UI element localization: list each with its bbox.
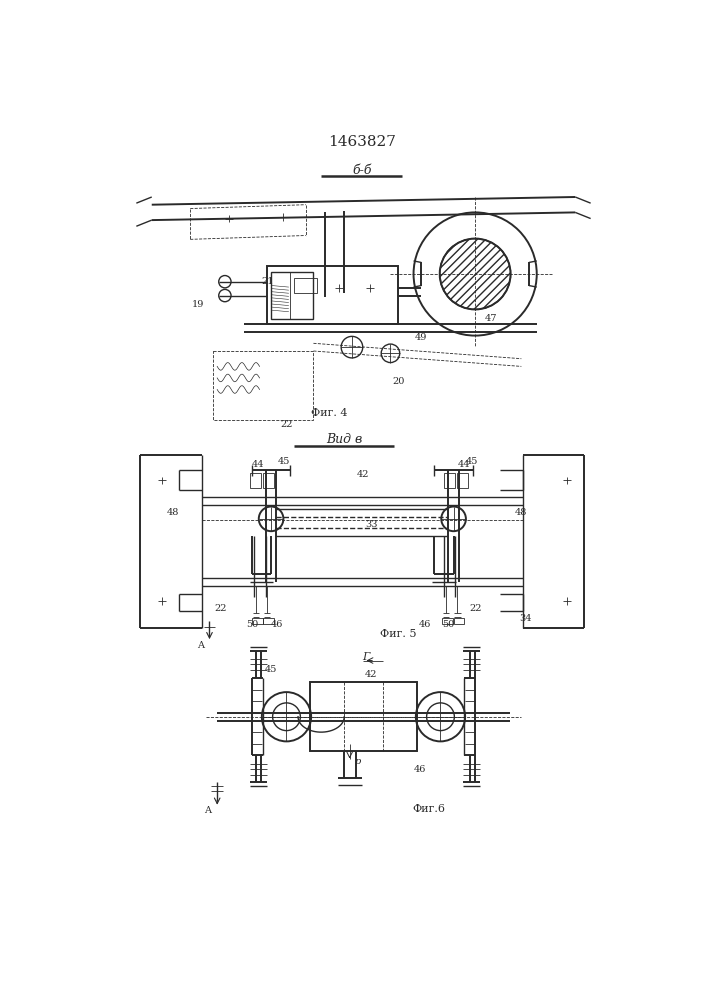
Text: 48: 48: [167, 508, 180, 517]
Text: 46: 46: [270, 620, 283, 629]
Bar: [250, 473, 261, 488]
Text: р: р: [355, 757, 361, 766]
Text: б-б: б-б: [352, 164, 372, 177]
Bar: [264, 473, 274, 488]
Text: 45: 45: [466, 457, 478, 466]
Text: 22: 22: [469, 604, 481, 613]
Text: 1463827: 1463827: [328, 135, 396, 149]
Text: 19: 19: [192, 300, 204, 309]
Bar: [457, 473, 468, 488]
Bar: [444, 473, 455, 488]
Text: 50: 50: [442, 620, 455, 629]
Text: A: A: [197, 641, 204, 650]
Bar: [264, 618, 274, 624]
Text: 50: 50: [246, 620, 258, 629]
Bar: [271, 272, 313, 319]
Bar: [294, 278, 317, 293]
Bar: [252, 618, 262, 624]
Bar: [442, 618, 452, 624]
Text: 47: 47: [484, 314, 497, 323]
Text: 20: 20: [392, 377, 404, 386]
Text: 48: 48: [515, 508, 527, 517]
Bar: [310, 682, 417, 751]
Text: 46: 46: [419, 620, 431, 629]
Text: Фиг. 5: Фиг. 5: [380, 629, 416, 639]
Bar: [454, 618, 464, 624]
Text: 44: 44: [458, 460, 471, 469]
Text: Фиг. 4: Фиг. 4: [310, 408, 347, 418]
Text: Г: Г: [362, 652, 370, 662]
Text: 22: 22: [215, 604, 227, 613]
Text: 22: 22: [280, 420, 293, 429]
Text: 49: 49: [415, 333, 428, 342]
Text: 42: 42: [365, 670, 378, 679]
Bar: [214, 351, 313, 420]
Text: 45: 45: [265, 665, 277, 674]
Text: Вид в: Вид в: [326, 433, 363, 446]
Text: 21: 21: [261, 277, 274, 286]
Text: 46: 46: [414, 765, 426, 774]
Text: A: A: [204, 806, 211, 815]
Text: Фиг.6: Фиг.6: [412, 804, 445, 814]
Text: 44: 44: [252, 460, 264, 469]
Text: 33: 33: [365, 520, 378, 529]
Text: 34: 34: [519, 614, 532, 623]
Bar: [267, 266, 398, 324]
Text: 42: 42: [357, 470, 370, 479]
Text: 45: 45: [278, 457, 291, 466]
